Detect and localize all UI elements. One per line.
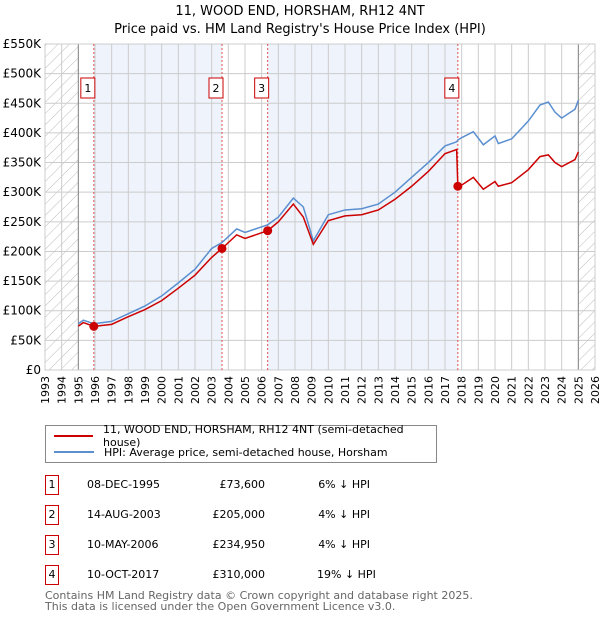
legend-swatch [54,435,93,437]
sale-marker-box [208,77,224,99]
x-tick-label: 2001 [172,376,185,404]
sale-marker-badge: 2 [45,505,59,525]
x-tick-label: 2025 [572,376,585,404]
shaded-band [267,44,458,370]
footer-line: This data is licensed under the Open Gov… [45,600,396,613]
sale-price: £73,600 [219,478,266,491]
y-tick-label: £250K [3,215,43,229]
sale-price: £310,000 [212,568,266,581]
sale-marker-box [80,77,96,99]
y-tick-label: £150K [3,274,43,288]
sale-point [263,226,273,236]
legend-item-price: 11, WOOD END, HORSHAM, RH12 4NT (semi-de… [54,423,436,449]
sale-marker-label: 4 [448,82,455,95]
x-tick-label: 2004 [222,376,235,404]
x-tick-label: 2010 [322,376,335,404]
x-tick-label: 2024 [556,376,569,404]
sale-marker-badge: 1 [45,475,59,495]
x-tick-label: 2009 [306,376,319,404]
x-tick-label: 2003 [206,376,219,404]
x-tick-label: 2020 [489,376,502,404]
x-tick-label: 2018 [456,376,469,404]
x-tick-label: 2011 [339,376,352,404]
sale-date: 10-OCT-2017 [87,568,160,581]
y-tick-label: £450K [3,96,43,110]
sale-point [453,181,463,191]
sale-marker-badge: 4 [45,565,59,585]
hpi-line [77,100,580,325]
sale-price: £205,000 [212,508,266,521]
x-tick-label: 2023 [539,376,552,404]
footer-line: Contains HM Land Registry data © Crown c… [45,589,473,602]
sale-marker-box [254,77,270,99]
sale-marker-label: 1 [84,82,91,95]
legend-label: 11, WOOD END, HORSHAM, RH12 4NT (semi-de… [103,423,404,449]
sale-hpi-diff: 6% ↓ HPI [318,478,370,491]
y-tick-label: £100K [3,304,43,318]
y-tick-label: £50K [10,333,42,347]
x-tick-label: 2019 [472,376,485,404]
x-tick-label: 2008 [289,376,302,404]
x-tick-label: 2016 [422,376,435,404]
legend-label: HPI: Average price, semi-detached house,… [104,445,388,459]
x-tick-label: 2026 [589,376,600,404]
sale-hpi-diff: 4% ↓ HPI [318,508,370,521]
y-tick-label: £200K [3,244,43,258]
hatched-region [578,44,595,370]
x-tick-label: 2014 [389,376,402,404]
plot-frame [44,43,596,371]
legend-swatch [54,451,94,453]
y-tick-label: £0 [26,363,41,377]
x-tick-label: 1996 [89,376,102,404]
y-tick-label: £300K [3,185,43,199]
chart-subtitle: Price paid vs. HM Land Registry's House … [114,22,486,37]
x-tick-label: 1998 [122,376,135,404]
price-chart: 1993 1994 1995 1996 1997 1998 1999 2000 2001 2002… [3,37,600,404]
x-tick-label: 2017 [439,376,452,404]
chart-title: 11, WOOD END, HORSHAM, RH12 4NT [175,4,425,19]
x-tick-label: 2022 [522,376,535,404]
sale-date: 10-MAY-2006 [87,538,159,551]
x-tick-label: 1999 [139,376,152,404]
sale-marker-label: 2 [213,82,220,95]
legend: 11, WOOD END, HORSHAM, RH12 4NT (semi-de… [45,423,437,463]
footer: Contains HM Land Registry data © Crown c… [45,590,473,612]
y-tick-label: £550K [3,37,43,51]
x-tick-label: 2002 [189,376,202,404]
x-tick-label: 2015 [406,376,419,404]
x-tick-label: 2021 [506,376,519,404]
x-tick-label: 2006 [256,376,269,404]
sale-date: 08-DEC-1995 [87,478,161,491]
x-tick-label: 2012 [356,376,369,404]
sale-hpi-diff: 4% ↓ HPI [318,538,370,551]
x-tick-label: 2005 [239,376,252,404]
sale-marker-box [444,77,460,99]
x-tick-label: 2013 [372,376,385,404]
y-tick-label: £350K [3,156,43,170]
x-tick-label: 1997 [106,376,119,404]
legend-item-hpi: HPI: Average price, semi-detached house,… [54,444,388,460]
shaded-band [93,44,222,370]
sale-point [89,321,99,331]
sale-marker-label: 3 [258,82,265,95]
price-line [77,148,580,328]
y-tick-label: £500K [3,67,43,81]
sale-date: 14-AUG-2003 [87,508,161,521]
x-tick-label: 1994 [56,376,69,404]
x-tick-label: 1995 [72,376,85,404]
x-tick-label: 2000 [156,376,169,404]
x-tick-label: 1993 [39,376,52,404]
x-tick-label: 2007 [272,376,285,404]
sale-hpi-diff: 19% ↓ HPI [317,568,376,581]
y-tick-label: £400K [3,126,43,140]
sale-price: £234,950 [212,538,266,551]
sale-point [217,243,227,253]
sale-marker-badge: 3 [45,535,59,555]
